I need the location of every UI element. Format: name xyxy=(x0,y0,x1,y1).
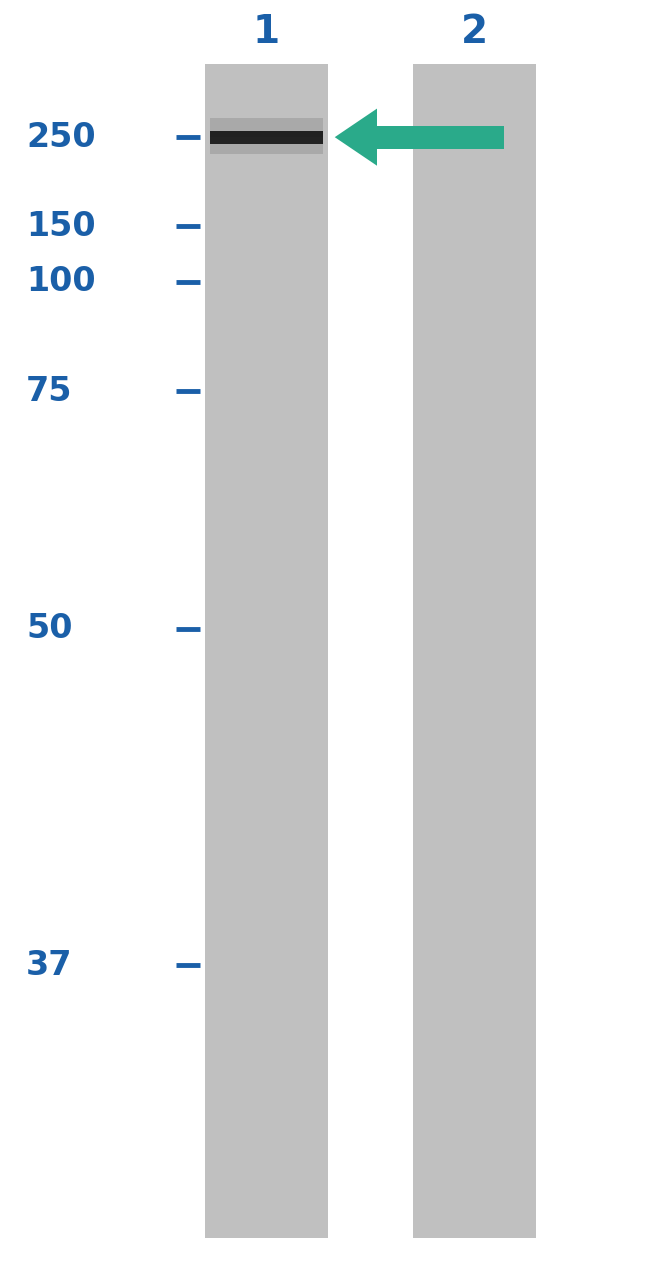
Text: 1: 1 xyxy=(253,13,280,51)
Text: 150: 150 xyxy=(26,210,96,243)
Polygon shape xyxy=(335,109,377,166)
Bar xyxy=(205,64,328,1238)
Bar xyxy=(209,118,324,137)
Text: 50: 50 xyxy=(26,612,73,645)
Bar xyxy=(413,64,536,1238)
Bar xyxy=(209,131,324,144)
Text: 100: 100 xyxy=(26,265,96,298)
Text: 37: 37 xyxy=(26,949,73,982)
Text: 2: 2 xyxy=(461,13,488,51)
Bar xyxy=(209,144,324,154)
Text: 75: 75 xyxy=(26,375,73,408)
Text: 250: 250 xyxy=(26,121,96,154)
Bar xyxy=(377,126,504,149)
